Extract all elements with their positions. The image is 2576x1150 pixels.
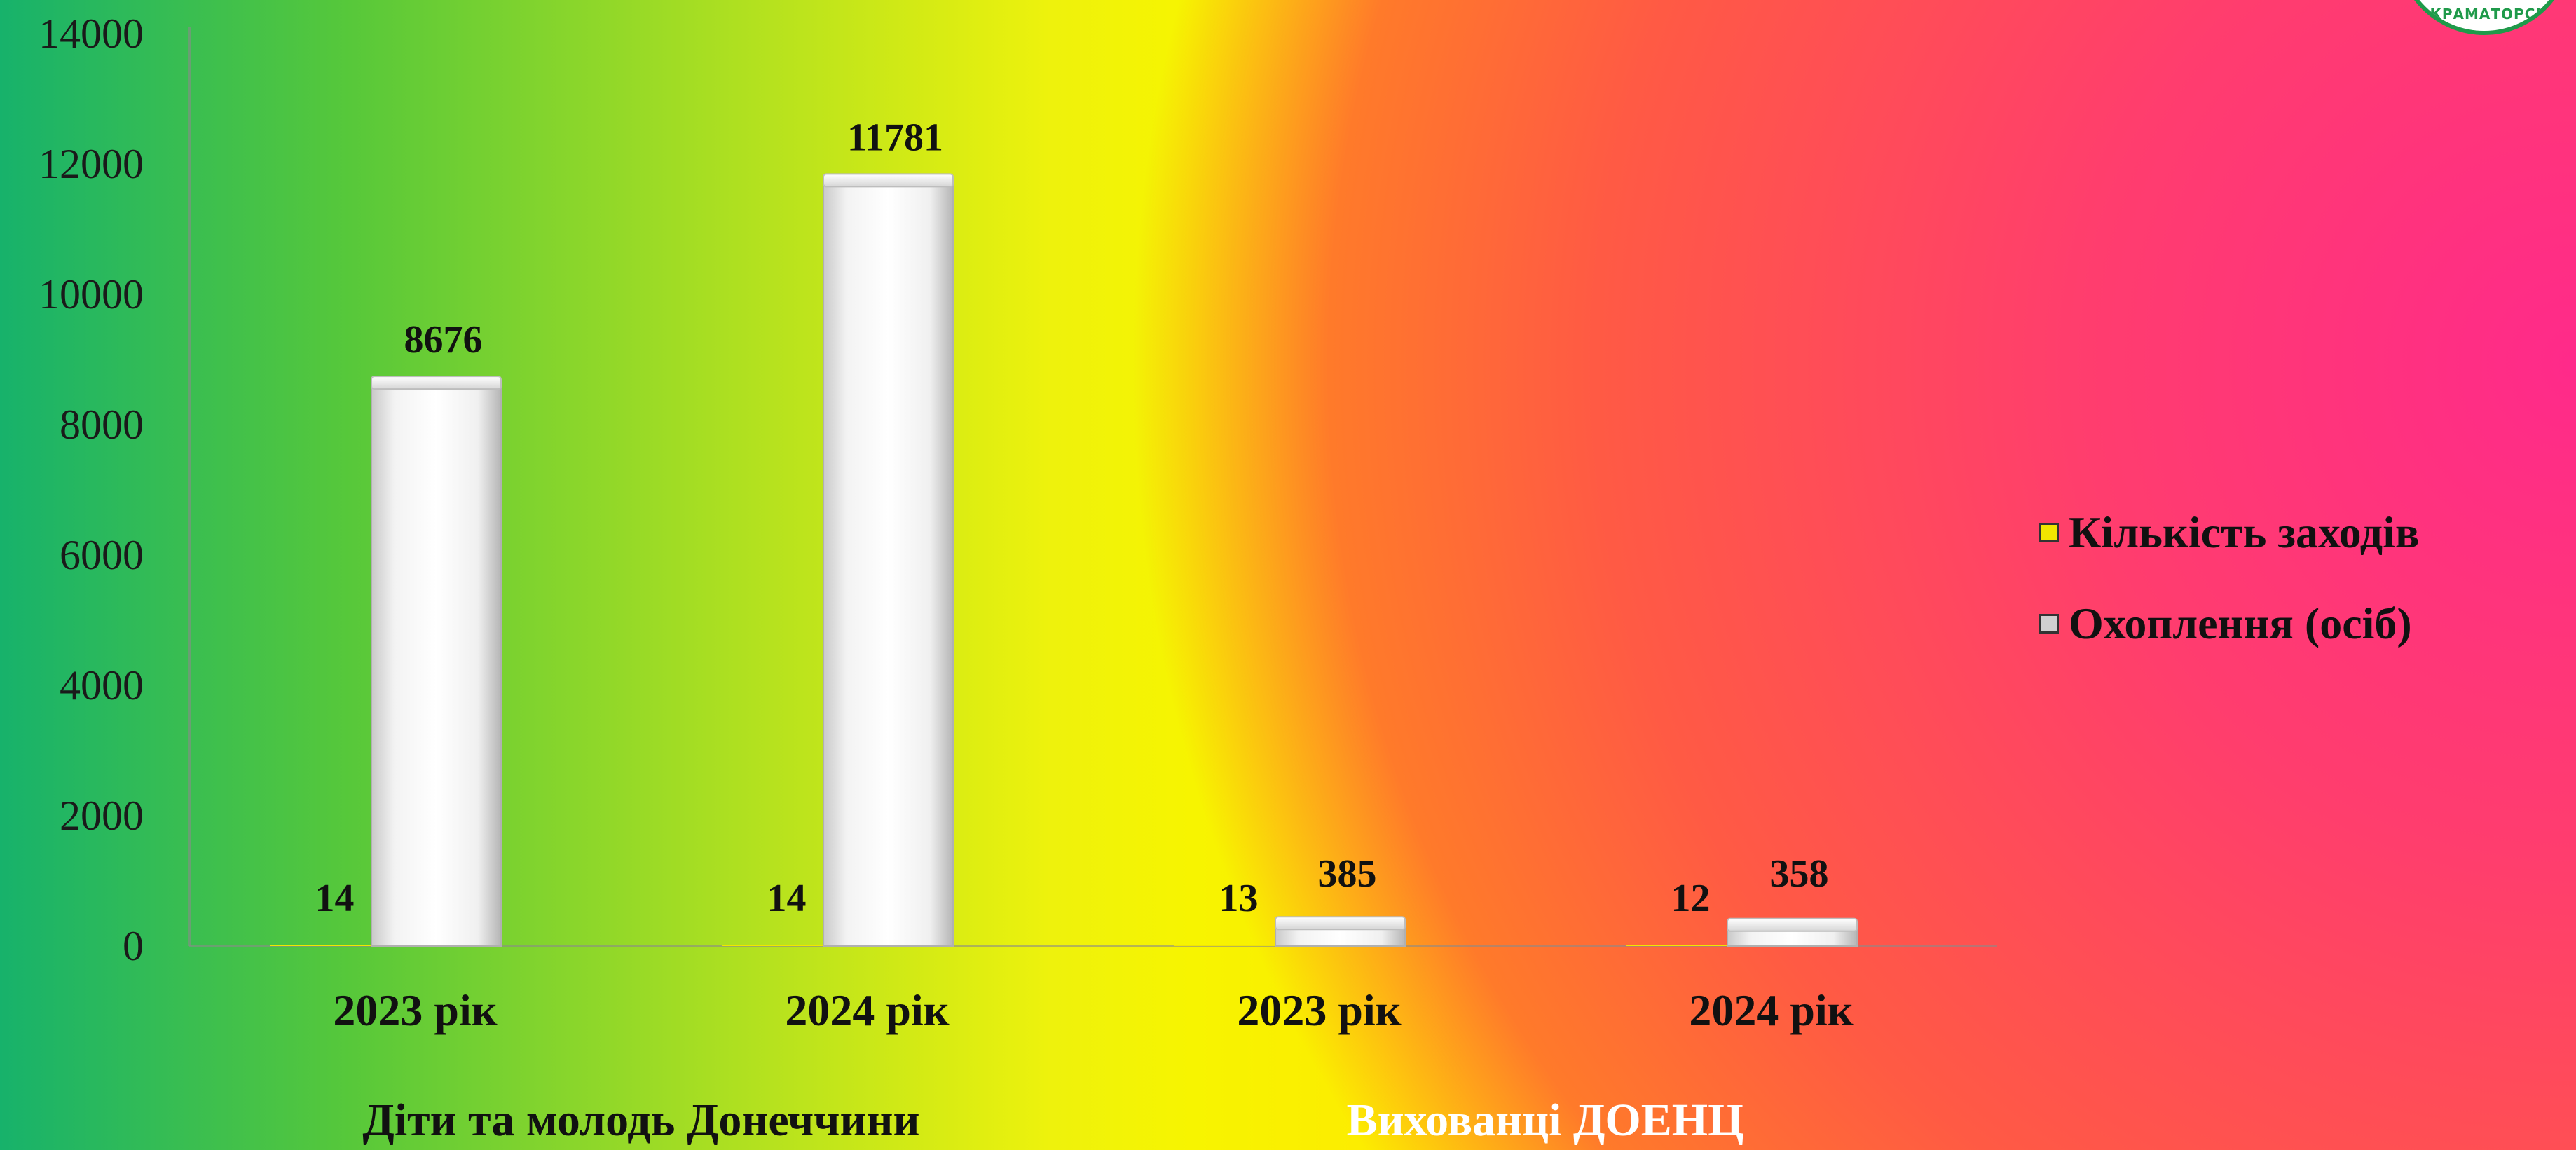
value-label-coverage-2: 385 [1318, 852, 1377, 896]
y-tick-label-5: 10000 [39, 271, 144, 317]
value-label-events-1: 14 [767, 877, 807, 920]
y-tick-label-3: 6000 [60, 532, 144, 578]
group-label-0: Діти та молодь Донеччини [362, 1095, 919, 1146]
category-label-2: 2023 рік [1237, 985, 1401, 1035]
value-label-coverage-0: 8676 [404, 318, 483, 362]
legend-label-coverage: Охоплення (осіб) [2069, 598, 2412, 648]
y-tick-label-7: 14000 [39, 11, 144, 57]
y-tick-label-2: 4000 [60, 662, 144, 709]
bar-coverage-0 [371, 380, 502, 947]
group-label-1: Вихованці ДОЕНЦ [1347, 1095, 1744, 1146]
bar-coverage-cap-2 [1275, 916, 1406, 931]
legend-label-events: Кількість заходів [2069, 507, 2420, 557]
legend-swatch-events [2039, 523, 2059, 542]
bar-events-0 [270, 945, 399, 946]
legend-item-coverage: Охоплення (осіб) [2039, 596, 2544, 652]
bar-coverage-1 [823, 177, 954, 947]
category-label-1: 2024 рік [785, 985, 949, 1035]
y-tick-label-6: 12000 [39, 141, 144, 187]
category-label-3: 2024 рік [1689, 985, 1853, 1035]
bar-events-1 [722, 945, 851, 946]
y-tick-label-0: 0 [123, 923, 144, 969]
value-label-events-0: 14 [315, 877, 355, 920]
y-tick-label-4: 8000 [60, 402, 144, 448]
value-label-events-2: 13 [1219, 877, 1259, 920]
legend-item-events: Кількість заходів [2039, 505, 2544, 561]
value-label-coverage-1: 11781 [847, 116, 943, 159]
category-label-0: 2023 рік [333, 985, 497, 1035]
legend-swatch-coverage [2039, 614, 2059, 634]
bar-events-3 [1626, 945, 1755, 946]
value-label-coverage-3: 358 [1770, 852, 1829, 896]
y-tick-label-1: 2000 [60, 793, 144, 839]
logo-text: М.КРАМАТОРСЬК [2409, 6, 2559, 22]
value-label-events-3: 12 [1671, 877, 1711, 920]
bar-events-2 [1174, 945, 1303, 946]
legend: Кількість заходів Охоплення (осіб) [2039, 505, 2544, 687]
bar-coverage-cap-1 [823, 173, 954, 188]
bar-coverage-cap-3 [1727, 917, 1858, 932]
bar-coverage-cap-0 [371, 376, 502, 390]
